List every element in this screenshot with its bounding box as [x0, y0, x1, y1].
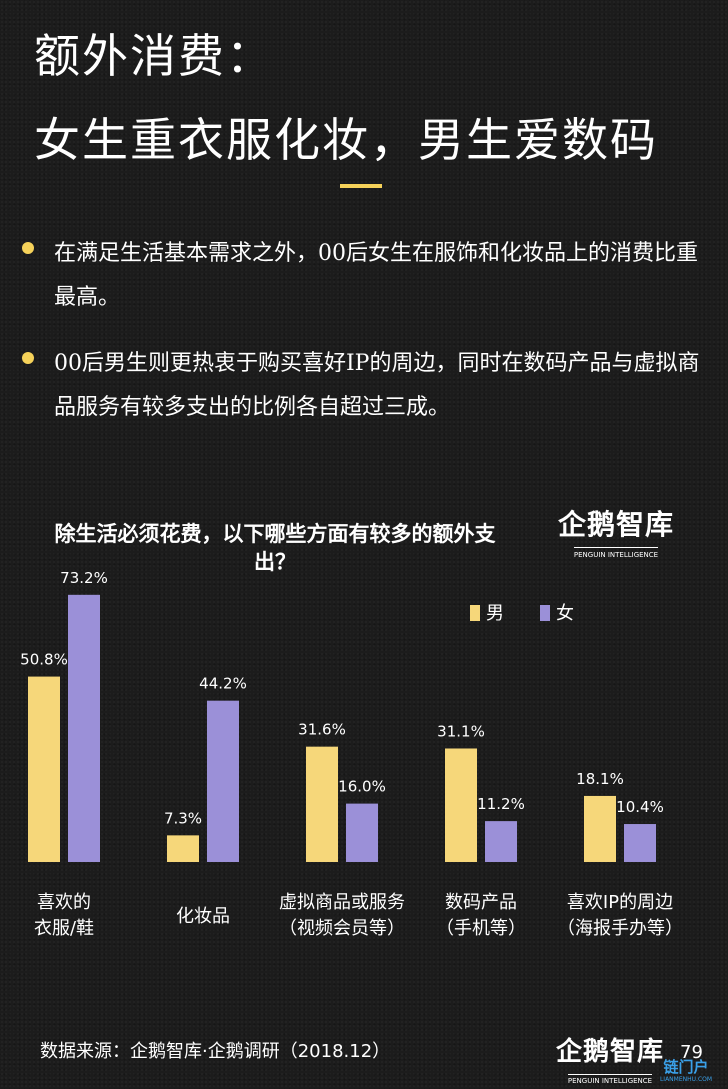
legend-label-male: 男 [486, 603, 504, 624]
category-label-cosmetics: 化妆品 [176, 906, 230, 927]
penguin-logo: 企鹅智库 PENGUIN INTELLIGENCE [556, 508, 676, 561]
legend-item-female: 女 [540, 604, 574, 624]
watermark-sub: LIANMENHU.COM [659, 1076, 713, 1083]
bar-clothes-female [68, 594, 100, 862]
data-source: 数据来源：企鹅智库·企鹅调研（2018.12） [40, 1041, 391, 1062]
category-label-ip: 喜欢IP的周边 （海报手办等） [557, 892, 683, 939]
data-label-virtual-female: 16.0% [338, 778, 386, 796]
bar-digital-male [445, 748, 477, 862]
legend-label-female: 女 [556, 603, 574, 624]
bullet-dot-icon [22, 352, 34, 364]
data-label-digital-male: 31.1% [437, 722, 485, 740]
logo-subtitle: PENGUIN INTELLIGENCE [567, 1074, 653, 1086]
legend-item-male: 男 [470, 604, 504, 624]
data-label-cosmetics-male: 7.3% [164, 809, 202, 827]
data-label-clothes-female: 73.2% [60, 569, 108, 587]
bar-clothes-male [28, 676, 60, 862]
data-label-clothes-male: 50.8% [20, 651, 68, 669]
data-label-digital-female: 11.2% [477, 795, 525, 813]
logo-name: 企鹅智库 [556, 1037, 665, 1067]
bullet-dot-icon [22, 242, 34, 254]
category-label-clothes: 喜欢的 衣服/鞋 [33, 892, 95, 939]
watermark-logo: 链门户 LIANMENHU.COM [644, 1058, 728, 1089]
page-number: 79 [680, 1042, 703, 1063]
category-label-digital: 数码产品 （手机等） [436, 892, 526, 939]
legend-swatch-male [470, 605, 480, 621]
bar-cosmetics-female [207, 700, 239, 862]
bar-ip-male [584, 795, 616, 862]
data-label-virtual-male: 31.6% [298, 721, 346, 739]
bar-digital-female [485, 821, 517, 862]
bullet-text: 在满足生活基本需求之外，00后女生在服饰和化妆品上的消费比重最高。 [54, 241, 698, 310]
logo-name: 企鹅智库 [557, 508, 674, 541]
data-label-cosmetics-female: 44.2% [199, 675, 247, 693]
watermark-name: 链门户 [663, 1058, 709, 1076]
data-label-ip-male: 18.1% [576, 770, 624, 788]
chart-title: 除生活必须花费，以下哪些方面有较多的额外支出？ [54, 522, 496, 574]
penguin-logo-footer: 企鹅智库 PENGUIN INTELLIGENCE [556, 1036, 664, 1087]
page-title-line2: 女生重衣服化妆，男生爱数码 [34, 113, 658, 167]
logo-subtitle: PENGUIN INTELLIGENCE [573, 547, 659, 560]
bar-cosmetics-male [167, 835, 199, 862]
bullet-text: 00后男生则更热衷于购买喜好IP的周边，同时在数码产品与虚拟商品服务有较多支出的… [54, 351, 700, 420]
data-label-ip-female: 10.4% [616, 798, 664, 816]
bar-ip-female [624, 824, 656, 862]
page-title-line1: 额外消费： [34, 29, 274, 83]
category-label-virtual: 虚拟商品或服务 （视频会员等） [279, 892, 405, 939]
legend-swatch-female [540, 605, 550, 621]
bar-virtual-female [346, 803, 378, 862]
bar-virtual-male [306, 746, 338, 862]
title-underline [340, 184, 382, 188]
